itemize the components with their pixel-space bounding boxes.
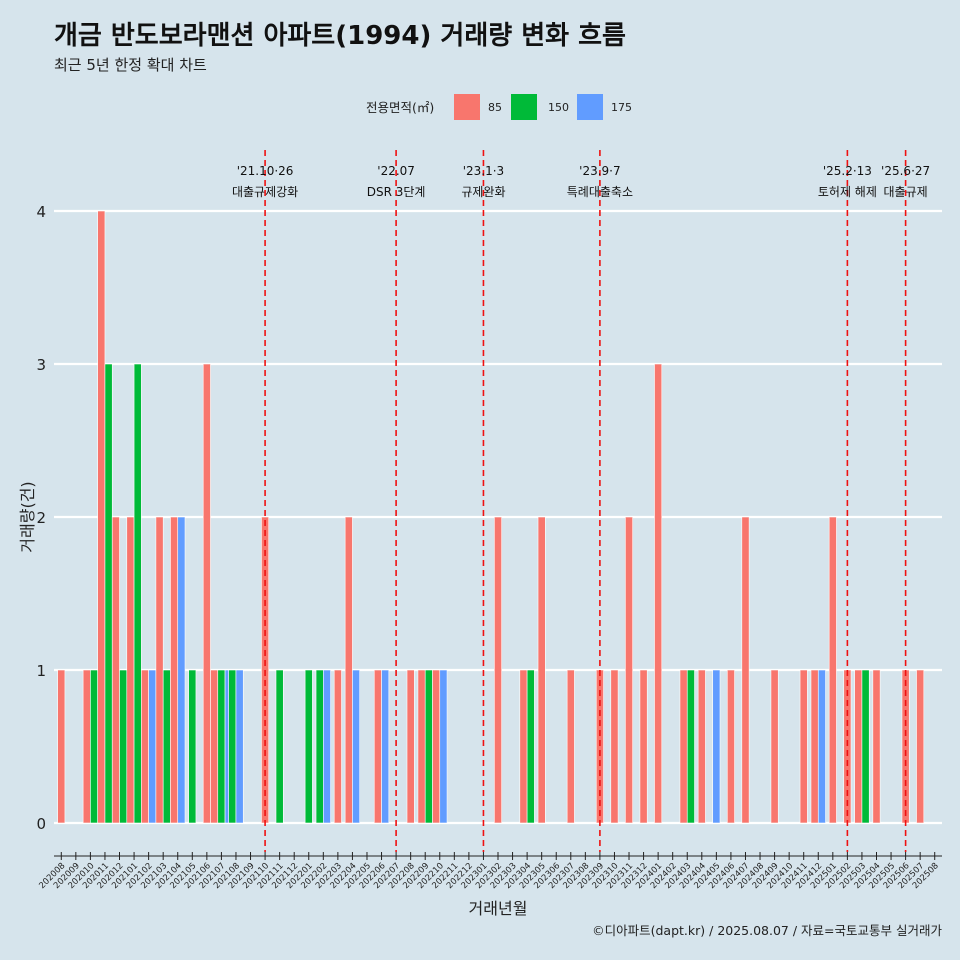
event-desc-label: 규제완화 [461, 185, 505, 199]
bar-150-202202 [315, 669, 324, 824]
bar-150-202111 [275, 669, 284, 824]
event-desc-label: 대출규제 [884, 185, 928, 199]
bar-85-202404 [697, 669, 706, 824]
bar-85-202406 [726, 669, 735, 824]
bar-150-202012 [119, 669, 128, 824]
bar-175-202108 [235, 669, 244, 824]
y-axis-title: 거래량(건) [18, 481, 37, 552]
bar-85-202403 [679, 669, 688, 824]
bar-85-202103 [155, 516, 164, 824]
bar-85-202302 [494, 516, 502, 824]
bar-85-202102 [141, 669, 149, 824]
bar-85-202407 [741, 516, 750, 824]
bar-85-202409 [770, 669, 779, 824]
bar-175-202102 [148, 669, 157, 824]
bar-85-202507 [916, 669, 925, 824]
bar-150-202107 [217, 669, 226, 824]
legend-swatch-85 [454, 94, 480, 120]
x-axis: 2020082020092020102020112020122021012021… [37, 852, 942, 891]
bar-85-202011 [97, 210, 106, 824]
legend: 전용면적(㎡) 85 150 175 [366, 94, 632, 120]
bar-150-202304 [526, 669, 535, 824]
bar-85-202106 [202, 363, 211, 824]
bar-175-202104 [177, 516, 186, 824]
y-tick-label: 2 [36, 509, 46, 527]
bar-85-202008 [57, 669, 66, 824]
bar-175-202405 [712, 669, 721, 824]
event-desc-label: 토허제 해제 [818, 185, 877, 199]
bar-85-202401 [654, 363, 663, 824]
bar-150-202101 [133, 363, 142, 824]
chart-title: 개금 반도보라맨션 아파트(1994) 거래량 변화 흐름 [54, 21, 626, 51]
bar-85-202208 [406, 669, 415, 824]
bar-85-202012 [111, 516, 120, 824]
bar-85-202209 [417, 669, 426, 824]
bar-85-202107 [210, 669, 219, 824]
bar-85-202203 [333, 669, 342, 824]
bar-85-202412 [810, 669, 819, 824]
bar-150-202103 [162, 669, 171, 824]
y-tick-label: 0 [36, 815, 46, 833]
bar-150-202403 [686, 669, 695, 824]
bar-85-202311 [625, 516, 633, 824]
bar-85-202310 [610, 669, 619, 824]
bar-175-202412 [817, 669, 826, 824]
bar-85-202307 [566, 669, 575, 824]
bar-150-202010 [90, 669, 98, 824]
bar-150-202105 [188, 669, 197, 824]
bar-85-202206 [373, 669, 382, 824]
y-tick-label: 4 [36, 203, 46, 221]
event-date-label: '25.2·13 [823, 164, 872, 178]
bar-85-202501 [828, 516, 837, 824]
bar-150-202011 [104, 363, 113, 824]
bar-150-202503 [861, 669, 870, 824]
bar-175-202204 [352, 669, 361, 824]
bar-150-202201 [304, 669, 313, 824]
legend-label-175: 175 [611, 101, 632, 114]
event-desc-label: 대출규제강화 [232, 185, 298, 199]
bar-85-202503 [854, 669, 863, 824]
bar-150-202209 [424, 669, 433, 824]
y-axis-ticks: 0 1 2 3 4 [36, 203, 46, 833]
bar-175-202210 [439, 669, 448, 824]
event-date-label: '21.10·26 [237, 164, 294, 178]
bar-85-202504 [872, 669, 881, 824]
chart-subtitle: 최근 5년 한정 확대 차트 [54, 56, 207, 74]
event-date-label: '22.07 [377, 164, 415, 178]
bar-85-202104 [170, 516, 179, 824]
event-desc-label: DSR 3단계 [367, 185, 426, 199]
bar-85-202312 [639, 669, 648, 824]
event-date-label: '23.1·3 [463, 164, 504, 178]
event-annotations: '21.10·26 대출규제강화 '22.07 DSR 3단계 '23.1·3 규제완화 '… [232, 150, 930, 852]
caption: ©디아파트(dapt.kr) / 2025.08.07 / 자료=국토교통부 실… [592, 923, 942, 938]
y-tick-label: 1 [36, 662, 46, 680]
bar-85-202304 [519, 669, 528, 824]
bar-150-202108 [228, 669, 237, 824]
legend-title: 전용면적(㎡) [366, 100, 434, 115]
event-date-label: '23.9·7 [579, 164, 620, 178]
bar-175-202202 [323, 669, 331, 824]
legend-label-85: 85 [488, 101, 502, 114]
legend-swatch-150 [511, 94, 537, 120]
legend-swatch-175 [577, 94, 603, 120]
bar-85-202210 [432, 669, 441, 824]
bar-175-202206 [381, 669, 390, 824]
y-tick-label: 3 [36, 356, 46, 374]
event-date-label: '25.6·27 [881, 164, 930, 178]
bar-85-202101 [126, 516, 135, 824]
bar-85-202305 [537, 516, 546, 824]
event-desc-label: 특례대출축소 [567, 185, 633, 199]
bar-85-202010 [82, 669, 91, 824]
legend-label-150: 150 [548, 101, 569, 114]
bar-85-202411 [799, 669, 808, 824]
x-axis-title: 거래년월 [469, 899, 528, 918]
bars [57, 210, 925, 824]
bar-85-202204 [344, 516, 353, 824]
